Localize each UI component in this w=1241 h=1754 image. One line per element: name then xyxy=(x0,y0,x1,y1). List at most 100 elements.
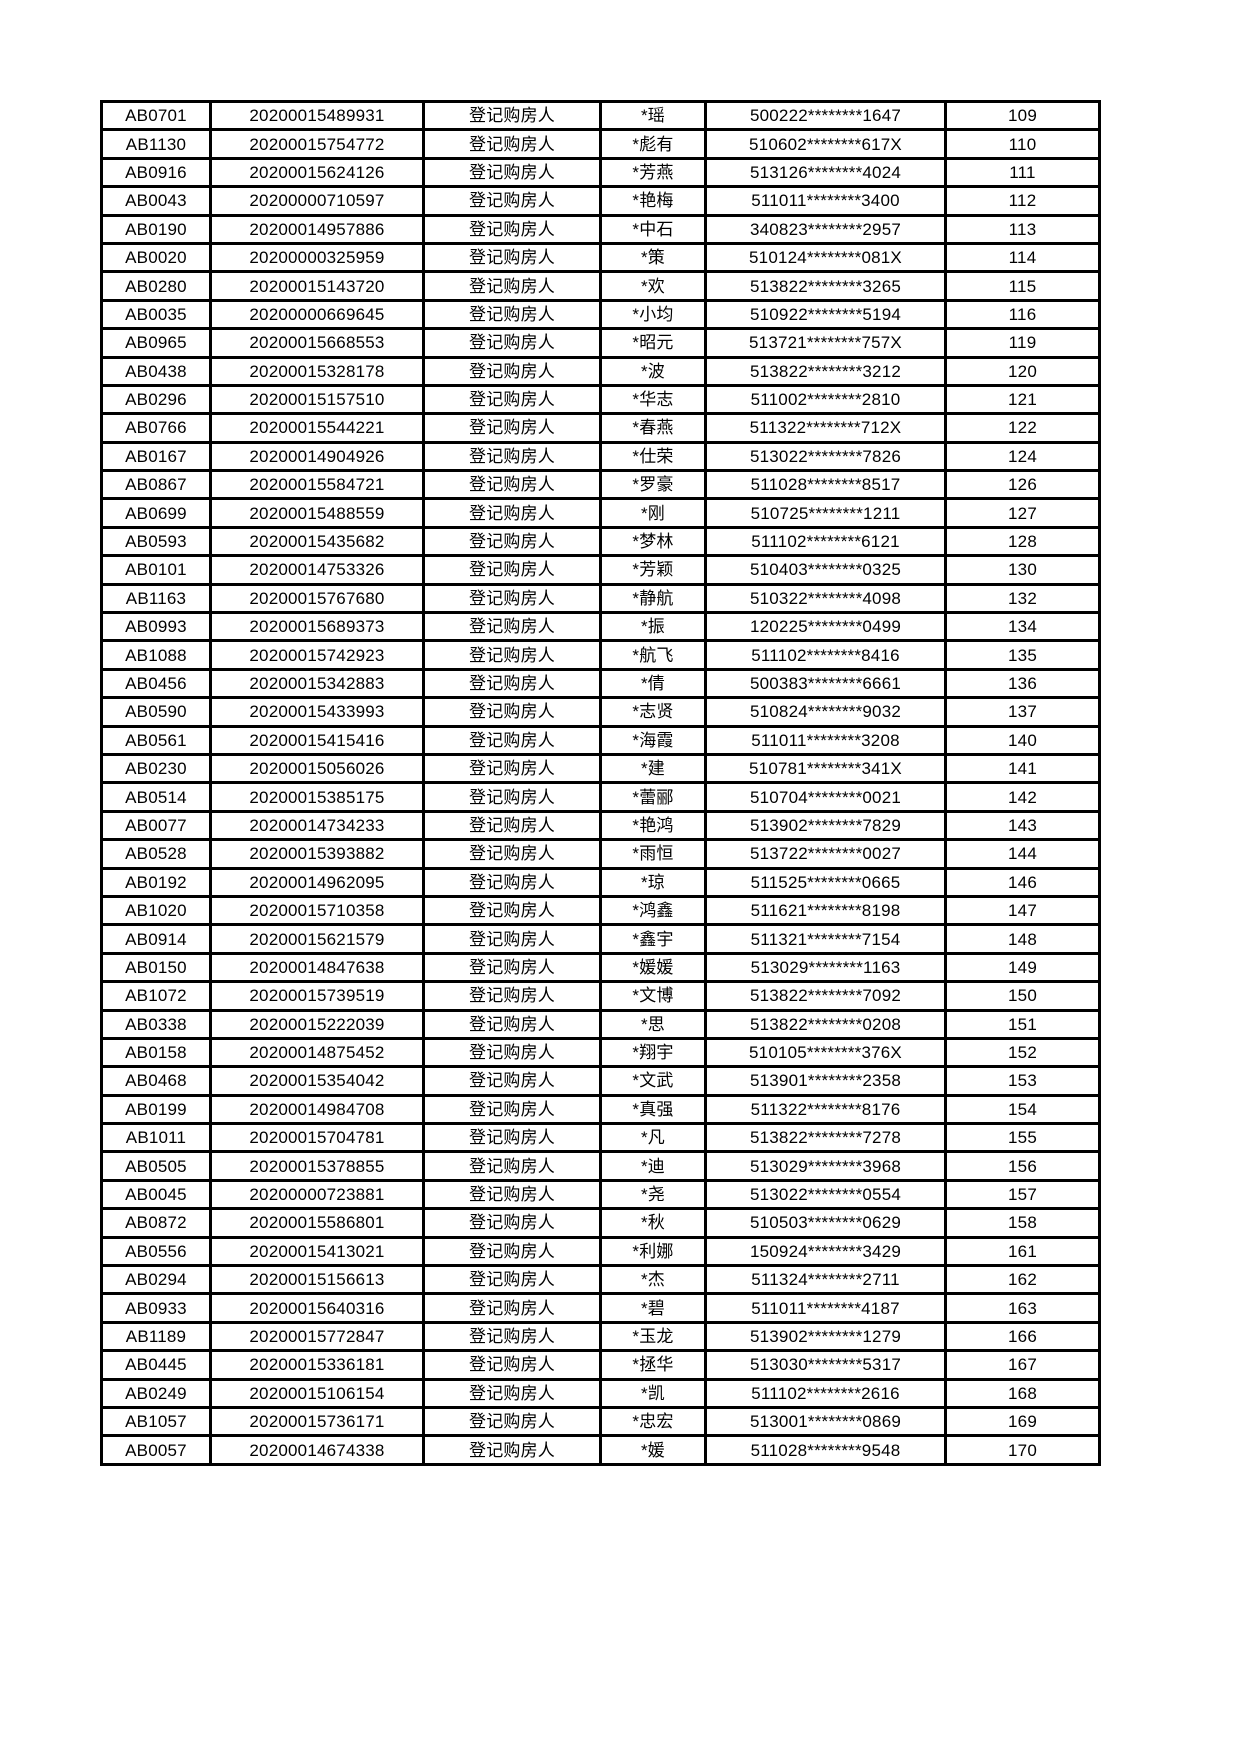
registrant-type: 登记购房人 xyxy=(422,1292,602,1324)
registrant-type: 登记购房人 xyxy=(422,1263,602,1296)
applicant-code: AB0150 xyxy=(100,951,212,984)
registrant-type: 登记购房人 xyxy=(422,980,602,1012)
masked-name: *瑶 xyxy=(599,99,707,132)
masked-id-number: 513022********0554 xyxy=(704,1178,947,1211)
applicant-code: AB0167 xyxy=(100,440,212,473)
masked-id-number: 511011********3208 xyxy=(704,724,947,757)
registrant-type: 登记购房人 xyxy=(422,639,602,671)
applicant-code: AB0445 xyxy=(100,1349,212,1381)
applicant-code: AB0505 xyxy=(100,1150,212,1182)
masked-id-number: 511322********8176 xyxy=(704,1093,947,1126)
registrant-type: 登记购房人 xyxy=(422,1377,602,1409)
application-number: 20200015342883 xyxy=(209,667,425,700)
masked-id-number: 513722********0027 xyxy=(704,838,947,870)
application-number: 20200014962095 xyxy=(209,866,425,898)
registrant-type: 登记购房人 xyxy=(422,696,602,728)
masked-id-number: 511011********4187 xyxy=(704,1292,947,1324)
applicant-code: AB1189 xyxy=(100,1320,212,1353)
masked-id-number: 510922********5194 xyxy=(704,298,947,331)
applicant-code: AB0699 xyxy=(100,497,212,529)
table-row: AB0338 20200015222039 登记购房人 *思 513822***… xyxy=(100,1008,1101,1040)
registrant-type: 登记购房人 xyxy=(422,525,602,558)
sequence-number: 156 xyxy=(944,1150,1101,1182)
masked-id-number: 511525********0665 xyxy=(704,866,947,898)
masked-name: *艳鸿 xyxy=(599,809,707,842)
application-number: 20200015704781 xyxy=(209,1122,425,1154)
table-row: AB0249 20200015106154 登记购房人 *凯 511102***… xyxy=(100,1377,1101,1409)
masked-name: *芳燕 xyxy=(599,156,707,189)
masked-id-number: 511322********712X xyxy=(704,412,947,444)
registrant-type: 登记购房人 xyxy=(422,1349,602,1381)
sequence-number: 155 xyxy=(944,1122,1101,1154)
table-row: AB0699 20200015488559 登记购房人 *刚 510725***… xyxy=(100,497,1101,529)
registrant-type: 登记购房人 xyxy=(422,156,602,189)
sequence-number: 132 xyxy=(944,582,1101,615)
applicant-code: AB0294 xyxy=(100,1263,212,1296)
table-row: AB0556 20200015413021 登记购房人 *利娜 150924**… xyxy=(100,1235,1101,1268)
masked-id-number: 513022********7826 xyxy=(704,440,947,473)
masked-name: *思 xyxy=(599,1008,707,1040)
table-row: AB1057 20200015736171 登记购房人 *忠宏 513001**… xyxy=(100,1405,1101,1438)
table-row: AB0590 20200015433993 登记购房人 *志贤 510824**… xyxy=(100,696,1101,728)
table-row: AB0593 20200015435682 登记购房人 *梦林 511102**… xyxy=(100,525,1101,558)
masked-name: *尧 xyxy=(599,1178,707,1211)
application-number: 20200000669645 xyxy=(209,298,425,331)
masked-id-number: 511028********8517 xyxy=(704,469,947,501)
registrant-type: 登记购房人 xyxy=(422,781,602,813)
application-number: 20200015668553 xyxy=(209,327,425,359)
masked-name: *蕾郦 xyxy=(599,781,707,813)
masked-id-number: 510824********9032 xyxy=(704,696,947,728)
registrant-type: 登记购房人 xyxy=(422,724,602,757)
application-number: 20200014734233 xyxy=(209,809,425,842)
applicant-code: AB1011 xyxy=(100,1122,212,1154)
application-number: 20200015739519 xyxy=(209,980,425,1012)
masked-name: *小均 xyxy=(599,298,707,331)
application-number: 20200014984708 xyxy=(209,1093,425,1126)
sequence-number: 136 xyxy=(944,667,1101,700)
masked-id-number: 513822********3212 xyxy=(704,355,947,387)
registrant-type: 登记购房人 xyxy=(422,923,602,955)
masked-id-number: 500383********6661 xyxy=(704,667,947,700)
registrant-type: 登记购房人 xyxy=(422,809,602,842)
table-row: AB0505 20200015378855 登记购房人 *迪 513029***… xyxy=(100,1150,1101,1182)
sequence-number: 167 xyxy=(944,1349,1101,1381)
applicant-code: AB0593 xyxy=(100,525,212,558)
applicant-code: AB1088 xyxy=(100,639,212,671)
masked-name: *碧 xyxy=(599,1292,707,1324)
masked-id-number: 510124********081X xyxy=(704,241,947,274)
sequence-number: 170 xyxy=(944,1434,1101,1466)
application-number: 20200015378855 xyxy=(209,1150,425,1182)
table-row: AB0035 20200000669645 登记购房人 *小均 510922**… xyxy=(100,298,1101,331)
applicant-code: AB0035 xyxy=(100,298,212,331)
sequence-number: 149 xyxy=(944,951,1101,984)
masked-id-number: 511324********2711 xyxy=(704,1263,947,1296)
application-number: 20200015336181 xyxy=(209,1349,425,1381)
masked-name: *梦林 xyxy=(599,525,707,558)
masked-name: *欢 xyxy=(599,270,707,302)
masked-id-number: 150924********3429 xyxy=(704,1235,947,1268)
applicant-code: AB0057 xyxy=(100,1434,212,1466)
masked-name: *媛媛 xyxy=(599,951,707,984)
applicant-code: AB0965 xyxy=(100,327,212,359)
masked-name: *中石 xyxy=(599,213,707,245)
table-row: AB0043 20200000710597 登记购房人 *艳梅 511011**… xyxy=(100,185,1101,217)
table-row: AB0514 20200015385175 登记购房人 *蕾郦 510704**… xyxy=(100,781,1101,813)
table-row: AB0230 20200015056026 登记购房人 *建 510781***… xyxy=(100,752,1101,785)
registrant-type: 登记购房人 xyxy=(422,1434,602,1466)
masked-name: *秋 xyxy=(599,1207,707,1239)
masked-id-number: 510403********0325 xyxy=(704,554,947,586)
applicant-code: AB0914 xyxy=(100,923,212,955)
application-number: 20200015143720 xyxy=(209,270,425,302)
sequence-number: 141 xyxy=(944,752,1101,785)
sequence-number: 162 xyxy=(944,1263,1101,1296)
registrant-type: 登记购房人 xyxy=(422,582,602,615)
masked-id-number: 510503********0629 xyxy=(704,1207,947,1239)
masked-id-number: 510322********4098 xyxy=(704,582,947,615)
registrant-type: 登记购房人 xyxy=(422,1235,602,1268)
table-row: AB0438 20200015328178 登记购房人 *波 513822***… xyxy=(100,355,1101,387)
table-row: AB0701 20200015489931 登记购房人 *瑶 500222***… xyxy=(100,99,1101,132)
sequence-number: 126 xyxy=(944,469,1101,501)
masked-id-number: 513721********757X xyxy=(704,327,947,359)
masked-id-number: 511011********3400 xyxy=(704,185,947,217)
masked-name: *春燕 xyxy=(599,412,707,444)
